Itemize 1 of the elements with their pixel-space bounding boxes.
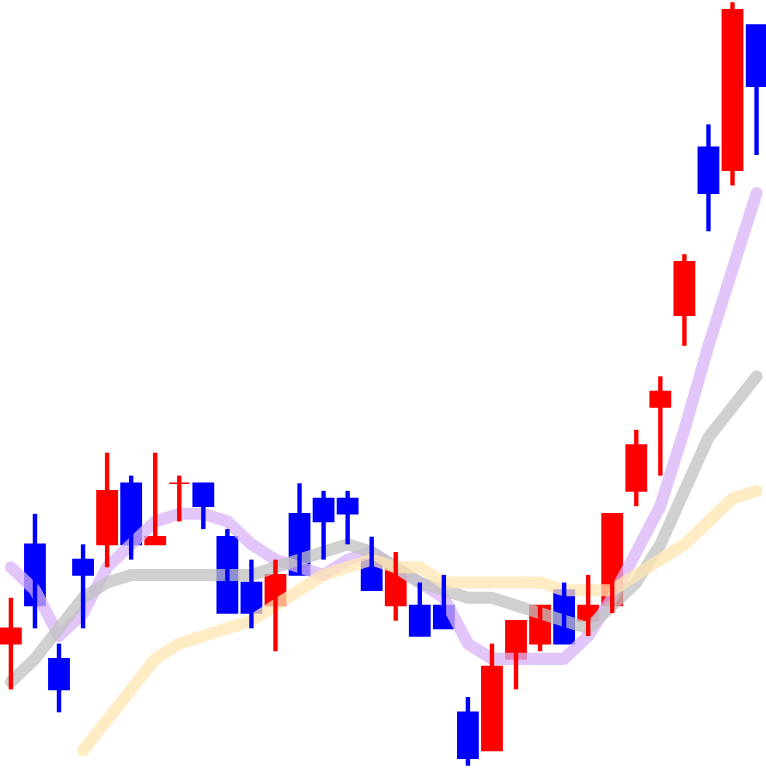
- candlestick: [168, 473, 190, 524]
